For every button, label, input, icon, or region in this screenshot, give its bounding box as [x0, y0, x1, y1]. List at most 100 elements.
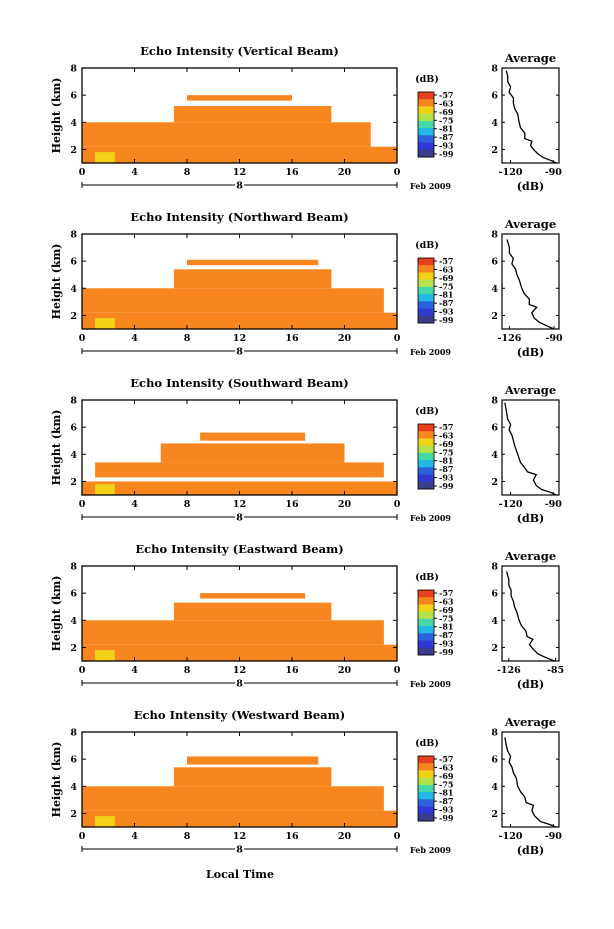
colorbar-tick-label: -99	[439, 481, 454, 491]
colorbar-segment	[418, 784, 434, 793]
y-tick-label: 6	[70, 589, 77, 600]
heat-layer	[82, 122, 371, 147]
colorbar-segment	[418, 113, 434, 122]
y-tick-label: 2	[70, 809, 77, 820]
panel-1: Echo Intensity (Vertical Beam) 2 4 6 8 Height…	[50, 44, 563, 194]
colorbar-tick-label: -99	[439, 149, 454, 159]
average-x-tick-label: -85	[547, 665, 564, 676]
heat-layer	[82, 288, 384, 313]
colorbar-segment	[418, 258, 434, 266]
colorbar-tick-label: -81	[439, 622, 453, 632]
x-tick-label: 20	[338, 665, 352, 676]
colorbar-segment	[418, 618, 434, 627]
colorbar-frame	[417, 755, 435, 822]
heat-layer	[82, 810, 397, 827]
colorbar-unit: (dB)	[415, 738, 439, 749]
x-tick-label: 0	[79, 333, 86, 344]
y-tick-label: 4	[70, 616, 77, 627]
colorbar-segment	[418, 806, 434, 815]
y-tick-label: 2	[70, 145, 77, 156]
x-tick-label: 16	[285, 333, 299, 344]
colorbar-tick-label: -57	[439, 90, 453, 100]
heat-layer	[173, 106, 332, 123]
colorbar-tick-label: -99	[439, 315, 454, 325]
date-label: Feb 2009	[410, 513, 451, 523]
colorbar-segment	[418, 633, 434, 642]
date-label: Feb 2009	[410, 845, 451, 855]
average-y-tick-label: 4	[491, 616, 498, 627]
colorbar-tick-label: -69	[439, 273, 454, 283]
colorbar-segment	[418, 99, 434, 107]
average-x-tick-label: -90	[545, 333, 563, 344]
panel-4: Echo Intensity (Eastward Beam) 2 4 6 8 Height…	[50, 542, 564, 692]
y-axis-label: Height (km)	[50, 576, 63, 652]
day-label: 8	[236, 347, 243, 358]
colorbar-tick-label: -93	[439, 473, 454, 483]
colorbar-tick-label: -87	[439, 796, 453, 806]
x-tick-label: 4	[131, 333, 138, 344]
average-y-tick-label: 4	[491, 284, 498, 295]
colorbar-tick-label: -75	[439, 613, 453, 623]
colorbar-frame	[417, 589, 435, 656]
colorbar-segment	[418, 120, 434, 129]
average-x-label: (dB)	[517, 180, 544, 193]
y-axis-label: Height (km)	[50, 244, 63, 320]
x-tick-label: 16	[285, 499, 299, 510]
colorbar-segment	[418, 149, 434, 158]
colorbar-tick-label: -63	[439, 430, 454, 440]
heat-layers	[82, 432, 397, 495]
average-x-tick-label: -90	[545, 499, 563, 510]
average-y-tick-label: 4	[491, 782, 498, 793]
y-tick-label: 4	[70, 284, 77, 295]
average-title: Average	[504, 715, 556, 729]
average-profile-line	[506, 239, 555, 330]
y-tick-label: 6	[70, 91, 77, 102]
heat-layer	[82, 620, 384, 645]
y-tick-label: 8	[70, 230, 77, 241]
average-frame	[501, 731, 560, 828]
colorbar-tick-label: -87	[439, 298, 453, 308]
colorbar-segment	[418, 135, 434, 144]
colorbar-segment	[418, 431, 434, 439]
colorbar-segment	[418, 301, 434, 310]
average-x-tick-label: -90	[545, 831, 563, 842]
x-tick-label: 20	[338, 831, 352, 842]
colorbar-tick-label: -57	[439, 422, 453, 432]
panel-3: Echo Intensity (Southward Beam) 2 4 6 8 Heigh…	[50, 376, 563, 526]
heat-layer	[82, 312, 397, 329]
average-y-tick-label: 6	[491, 589, 498, 600]
colorbar-segment	[418, 640, 434, 649]
average-y-tick-label: 8	[491, 230, 498, 241]
average-x-label: (dB)	[517, 678, 544, 691]
y-tick-label: 8	[70, 64, 77, 75]
colorbar-segment	[418, 142, 434, 151]
y-tick-label: 8	[70, 562, 77, 573]
colorbar-tick-label: -69	[439, 605, 454, 615]
y-tick-label: 4	[70, 782, 77, 793]
x-tick-label: 16	[285, 831, 299, 842]
x-tick-label: 0	[394, 665, 401, 676]
average-y-tick-label: 6	[491, 423, 498, 434]
colorbar-frame	[417, 91, 435, 158]
x-tick-label: 20	[338, 333, 352, 344]
colorbar-segment	[418, 294, 434, 302]
average-x-tick-label: -90	[545, 167, 563, 178]
x-tick-label: 0	[79, 499, 86, 510]
heat-layer	[187, 259, 319, 266]
colorbar-tick-label: -75	[439, 779, 453, 789]
panel-title: Echo Intensity (Northward Beam)	[130, 210, 348, 224]
average-x-label: (dB)	[517, 346, 544, 359]
colorbar-unit: (dB)	[415, 572, 439, 583]
heat-layer	[82, 146, 397, 163]
average-y-tick-label: 2	[491, 643, 498, 654]
colorbar-tick-label: -69	[439, 107, 454, 117]
colorbar-tick-label: -57	[439, 256, 453, 266]
average-title: Average	[504, 383, 556, 397]
colorbar-segment	[418, 438, 434, 447]
colorbar-tick-label: -75	[439, 447, 453, 457]
average-profile-line	[505, 70, 557, 164]
panel-title: Echo Intensity (Eastward Beam)	[135, 542, 343, 556]
y-axis-label: Height (km)	[50, 742, 63, 818]
colorbar-segment	[418, 792, 434, 800]
average-x-tick-label: -120	[499, 167, 523, 178]
